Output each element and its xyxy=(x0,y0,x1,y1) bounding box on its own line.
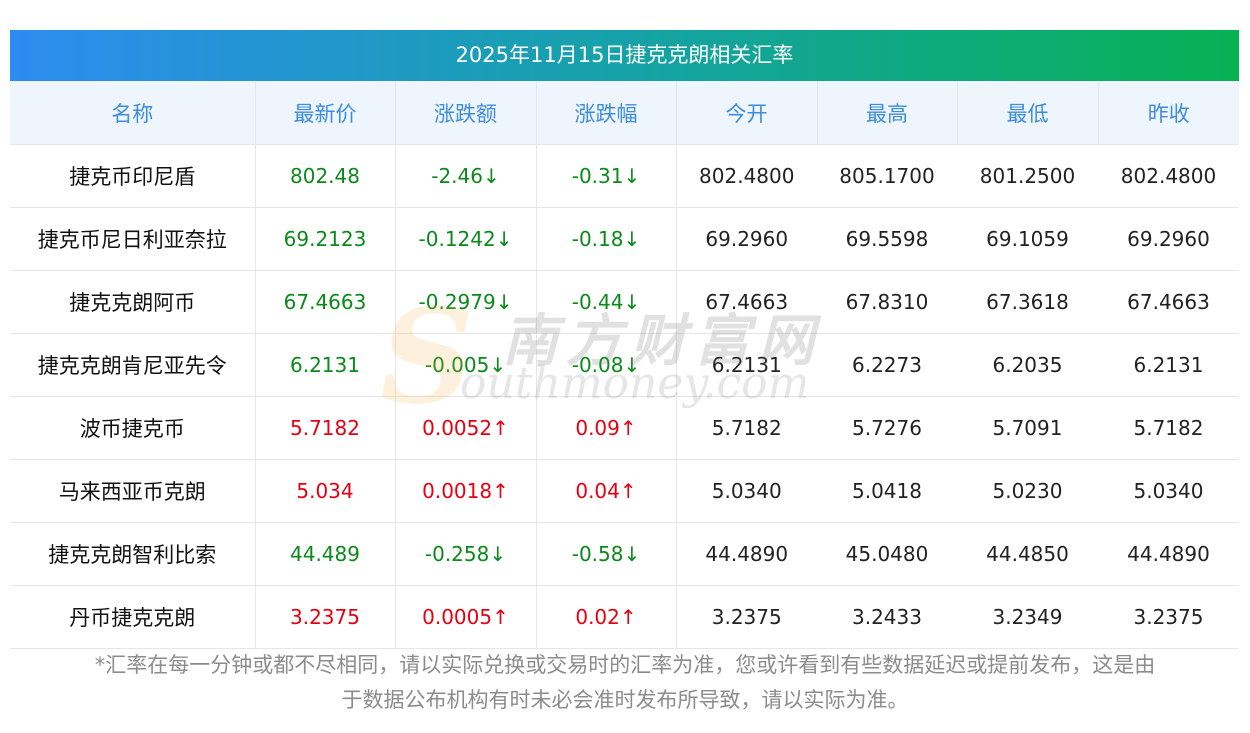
cell-pct: -0.08↓ xyxy=(536,333,677,397)
column-header-low: 最低 xyxy=(957,81,1099,145)
cell-change: -0.1242↓ xyxy=(395,207,537,271)
column-header-prev: 昨收 xyxy=(1098,81,1239,145)
cell-open: 6.2131 xyxy=(676,333,817,397)
column-header-name: 名称 xyxy=(10,81,256,145)
cell-high: 805.1700 xyxy=(817,144,957,208)
cell-low: 44.4850 xyxy=(957,522,1098,586)
cell-latest: 44.489 xyxy=(255,522,396,586)
footnote: *汇率在每一分钟或都不尽相同，请以实际兑换或交易时的汇率为准，您或许看到有些数据… xyxy=(14,648,1236,718)
cell-prev: 5.0340 xyxy=(1098,459,1239,523)
column-header-latest: 最新价 xyxy=(255,81,396,145)
cell-open: 67.4663 xyxy=(676,270,817,334)
table-header-row: 名称 最新价 涨跌额 涨跌幅 今开 最高 最低 昨收 xyxy=(10,81,1239,145)
cell-low: 67.3618 xyxy=(957,270,1098,334)
column-header-change: 涨跌额 xyxy=(395,81,537,145)
cell-prev: 802.4800 xyxy=(1098,144,1239,208)
cell-prev: 6.2131 xyxy=(1098,333,1239,397)
cell-latest: 802.48 xyxy=(255,144,396,208)
table-row: 马来西亚币克朗 5.034 0.0018↑ 0.04↑ 5.0340 5.0418 5.02… xyxy=(10,459,1239,523)
column-header-open: 今开 xyxy=(676,81,818,145)
cell-pct: -0.18↓ xyxy=(536,207,677,271)
cell-name: 捷克币尼日利亚奈拉 xyxy=(10,207,256,271)
table-title: 2025年11月15日捷克克朗相关汇率 xyxy=(10,30,1239,81)
table-row: 捷克币印尼盾 802.48 -2.46↓ -0.31↓ 802.4800 805.1700… xyxy=(10,144,1239,208)
cell-prev: 3.2375 xyxy=(1098,585,1239,649)
cell-change: -2.46↓ xyxy=(395,144,537,208)
cell-latest: 5.7182 xyxy=(255,396,396,460)
cell-pct: 0.09↑ xyxy=(536,396,677,460)
table-row: 捷克币尼日利亚奈拉 69.2123 -0.1242↓ -0.18↓ 69.2960 69.… xyxy=(10,207,1239,271)
cell-high: 3.2433 xyxy=(817,585,957,649)
cell-open: 3.2375 xyxy=(676,585,817,649)
cell-high: 5.0418 xyxy=(817,459,957,523)
cell-name: 捷克币印尼盾 xyxy=(10,144,256,208)
cell-low: 801.2500 xyxy=(957,144,1098,208)
rate-table: 名称 最新价 涨跌额 涨跌幅 今开 最高 最低 昨收 捷克币印尼盾 802.48-… xyxy=(10,81,1239,649)
cell-pct: -0.31↓ xyxy=(536,144,677,208)
table-row: 波币捷克币 5.7182 0.0052↑ 0.09↑ 5.7182 5.7276 5.709… xyxy=(10,396,1239,460)
cell-open: 69.2960 xyxy=(676,207,817,271)
cell-prev: 69.2960 xyxy=(1098,207,1239,271)
cell-name: 丹币捷克克朗 xyxy=(10,585,256,649)
rate-table-panel: 2025年11月15日捷克克朗相关汇率 名称 最新价 涨跌额 涨跌幅 今开 最高… xyxy=(10,30,1239,649)
cell-change: -0.005↓ xyxy=(395,333,537,397)
cell-latest: 3.2375 xyxy=(255,585,396,649)
cell-name: 波币捷克币 xyxy=(10,396,256,460)
cell-open: 802.4800 xyxy=(676,144,817,208)
cell-low: 5.7091 xyxy=(957,396,1098,460)
cell-high: 45.0480 xyxy=(817,522,957,586)
cell-change: -0.2979↓ xyxy=(395,270,537,334)
cell-change: 0.0052↑ xyxy=(395,396,537,460)
cell-low: 69.1059 xyxy=(957,207,1098,271)
cell-high: 5.7276 xyxy=(817,396,957,460)
cell-pct: 0.02↑ xyxy=(536,585,677,649)
cell-pct: -0.44↓ xyxy=(536,270,677,334)
footnote-line-1: *汇率在每一分钟或都不尽相同，请以实际兑换或交易时的汇率为准，您或许看到有些数据… xyxy=(94,653,1156,677)
cell-low: 3.2349 xyxy=(957,585,1098,649)
cell-open: 5.0340 xyxy=(676,459,817,523)
cell-name: 捷克克朗智利比索 xyxy=(10,522,256,586)
cell-name: 捷克克朗阿币 xyxy=(10,270,256,334)
cell-latest: 5.034 xyxy=(255,459,396,523)
cell-prev: 67.4663 xyxy=(1098,270,1239,334)
table-body: 捷克币印尼盾 802.48 -2.46↓ -0.31↓ 802.4800 805.1700… xyxy=(10,144,1239,649)
cell-change: 0.0005↑ xyxy=(395,585,537,649)
cell-latest: 69.2123 xyxy=(255,207,396,271)
cell-high: 6.2273 xyxy=(817,333,957,397)
table-row: 丹币捷克克朗 3.2375 0.0005↑ 0.02↑ 3.2375 3.2433 3.23… xyxy=(10,585,1239,649)
cell-change: 0.0018↑ xyxy=(395,459,537,523)
cell-prev: 44.4890 xyxy=(1098,522,1239,586)
cell-high: 67.8310 xyxy=(817,270,957,334)
column-header-pct: 涨跌幅 xyxy=(536,81,677,145)
cell-open: 5.7182 xyxy=(676,396,817,460)
cell-latest: 67.4663 xyxy=(255,270,396,334)
cell-latest: 6.2131 xyxy=(255,333,396,397)
cell-name: 捷克克朗肯尼亚先令 xyxy=(10,333,256,397)
cell-pct: 0.04↑ xyxy=(536,459,677,523)
cell-high: 69.5598 xyxy=(817,207,957,271)
cell-pct: -0.58↓ xyxy=(536,522,677,586)
table-row: 捷克克朗阿币 67.4663 -0.2979↓ -0.44↓ 67.4663 67.831… xyxy=(10,270,1239,334)
footnote-line-2: 于数据公布机构有时未必会准时发布所导致，请以实际为准。 xyxy=(341,688,909,712)
column-header-high: 最高 xyxy=(817,81,958,145)
cell-open: 44.4890 xyxy=(676,522,817,586)
cell-change: -0.258↓ xyxy=(395,522,537,586)
table-row: 捷克克朗肯尼亚先令 6.2131 -0.005↓ -0.08↓ 6.2131 6.2273… xyxy=(10,333,1239,397)
cell-prev: 5.7182 xyxy=(1098,396,1239,460)
table-row: 捷克克朗智利比索 44.489 -0.258↓ -0.58↓ 44.4890 45.048… xyxy=(10,522,1239,586)
cell-low: 5.0230 xyxy=(957,459,1098,523)
cell-name: 马来西亚币克朗 xyxy=(10,459,256,523)
cell-low: 6.2035 xyxy=(957,333,1098,397)
